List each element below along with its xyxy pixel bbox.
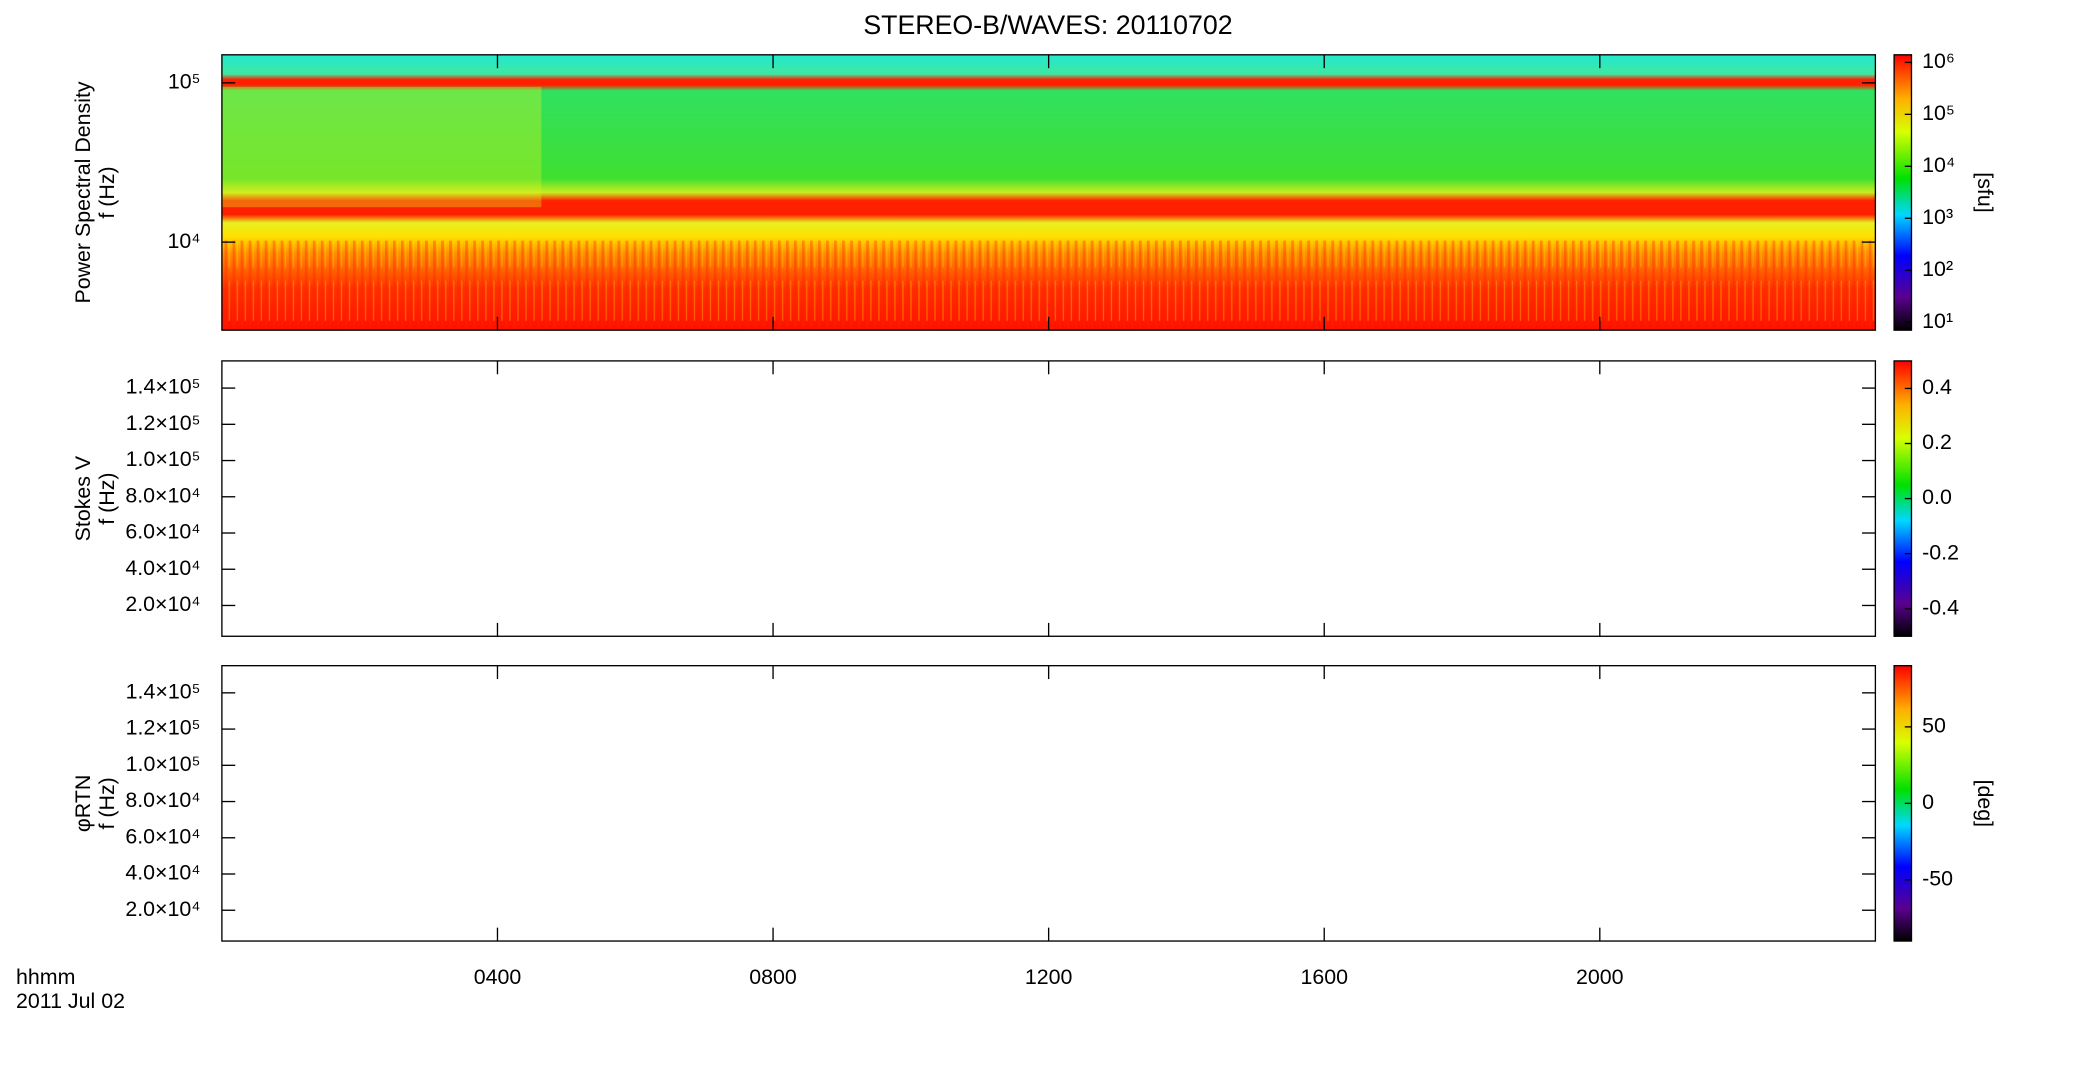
y-tick-label: 2.0×10⁴: [125, 897, 200, 921]
x-axis-label: hhmm: [16, 965, 75, 989]
colorbar-label: [sfu]: [1973, 172, 1997, 212]
y-tick-label: 1.0×10⁵: [126, 447, 201, 471]
y-tick-label: 1.4×10⁵: [126, 679, 201, 703]
spectrogram-patch: [221, 86, 542, 208]
colorbar: [1893, 54, 1913, 331]
y-tick-label: 8.0×10⁴: [125, 483, 200, 507]
x-tick-label: 0800: [749, 965, 797, 989]
plot-frame: [221, 665, 1877, 942]
y-tick-label: 1.2×10⁵: [126, 411, 201, 435]
plot-frame: [221, 360, 1877, 637]
y-tick-label: 1.0×10⁵: [126, 752, 201, 776]
y-axis-label: f (Hz): [95, 166, 119, 218]
y-tick-label: 2.0×10⁴: [125, 592, 200, 616]
colorbar-tick-label: 50: [1922, 714, 1946, 738]
y-axis-label: f (Hz): [95, 472, 119, 524]
chart-title: STEREO-B/WAVES: 20110702: [863, 10, 1232, 40]
colorbar-tick-label: 10⁵: [1922, 101, 1955, 125]
x-tick-label: 2000: [1576, 965, 1624, 989]
date-label: 2011 Jul 02: [16, 989, 125, 1013]
colorbar-tick-label: -50: [1922, 866, 1953, 890]
spectrogram: [221, 54, 1876, 331]
colorbar-tick-label: -0.4: [1922, 595, 1959, 619]
y-axis-label: Stokes V: [71, 455, 95, 541]
colorbar-label: [deg]: [1973, 780, 1997, 828]
y-axis-label: Power Spectral Density: [71, 81, 95, 303]
colorbar-tick-label: -0.2: [1922, 540, 1959, 564]
y-axis-label: φRTN: [71, 775, 95, 832]
colorbar-tick-label: 0.4: [1922, 375, 1952, 399]
y-tick-label: 1.4×10⁵: [126, 375, 201, 399]
y-tick-label: 10⁵: [168, 69, 201, 93]
x-tick-label: 1600: [1300, 965, 1348, 989]
colorbar-tick-label: 0: [1922, 790, 1934, 814]
x-tick-label: 1200: [1025, 965, 1073, 989]
colorbar-tick-label: 0.2: [1922, 430, 1952, 454]
colorbar-tick-label: 10²: [1922, 257, 1953, 281]
colorbar-tick-label: 10¹: [1922, 309, 1953, 333]
plot-area: STEREO-B/WAVES: 20110702 10⁴ 10⁵ Power Spec…: [16, 10, 1997, 1013]
colorbar-tick-label: 10⁴: [1922, 153, 1955, 177]
colorbar-tick-label: 10³: [1922, 205, 1953, 229]
y-tick-label: 6.0×10⁴: [125, 824, 200, 848]
y-tick-label: 6.0×10⁴: [125, 520, 200, 544]
y-axis-label: f (Hz): [95, 777, 119, 829]
spectrogram-noise: [221, 240, 1876, 331]
y-tick-label: 4.0×10⁴: [125, 861, 200, 885]
colorbar-tick-label: 10⁶: [1922, 49, 1955, 73]
x-tick-label: 0400: [474, 965, 522, 989]
colorbar-tick-label: 0.0: [1922, 485, 1952, 509]
y-tick-label: 4.0×10⁴: [125, 556, 200, 580]
y-tick-label: 8.0×10⁴: [125, 788, 200, 812]
y-tick-label: 10⁴: [168, 229, 201, 253]
y-tick-label: 1.2×10⁵: [126, 716, 201, 740]
